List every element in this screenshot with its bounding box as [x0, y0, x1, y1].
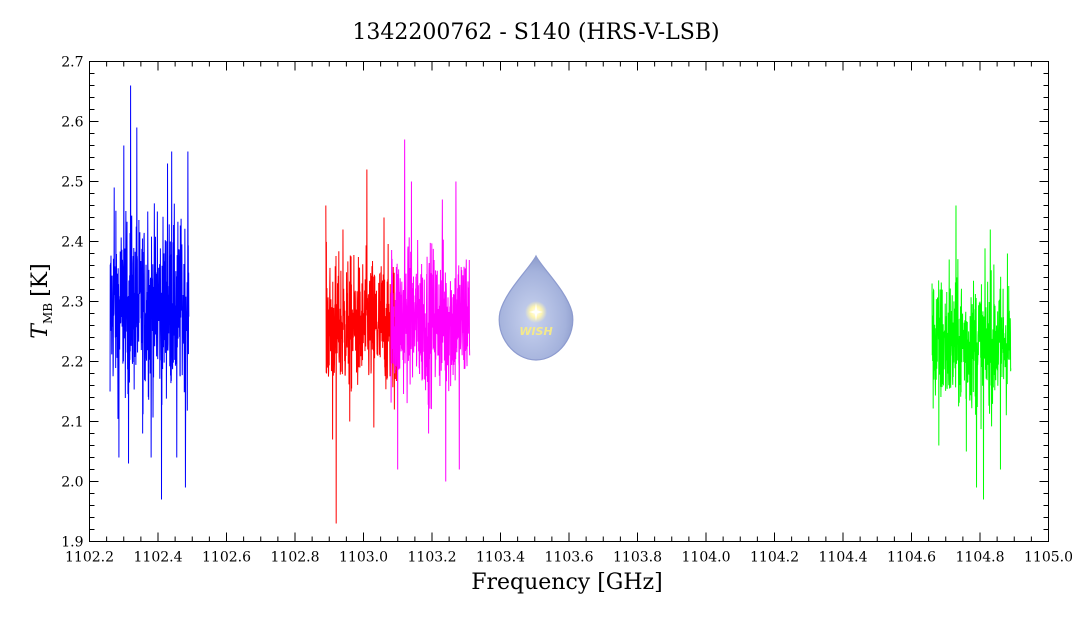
x-tick-label: 1102.4 — [134, 550, 183, 566]
y-axis-label-subscript: MB — [41, 303, 55, 324]
y-tick-label: 2.0 — [61, 475, 83, 491]
spectrum-series-2 — [325, 169, 399, 524]
plot-frame — [89, 61, 1049, 542]
x-tick-label: 1104.2 — [750, 550, 799, 566]
x-tick-label: 1103.2 — [408, 550, 457, 566]
x-tick-label: 1102.6 — [202, 550, 251, 566]
spectrum-series-4 — [931, 205, 1012, 500]
y-tick-label: 2.5 — [61, 175, 83, 191]
y-tick-label: 2.3 — [61, 295, 83, 311]
x-tick-label: 1104.8 — [956, 550, 1005, 566]
y-tick-label: 2.6 — [61, 115, 83, 131]
y-tick-label: 2.4 — [61, 235, 83, 251]
y-tick-label: 2.7 — [61, 55, 83, 71]
wish-logo: WISH — [498, 254, 574, 361]
y-tick-label: 2.2 — [61, 355, 83, 371]
x-tick-label: 1104.0 — [682, 550, 731, 566]
x-tick-label: 1105.0 — [1024, 550, 1072, 566]
plot-area — [109, 85, 1012, 524]
logo-label: WISH — [519, 325, 552, 338]
spectrum-series-3 — [390, 139, 471, 482]
x-axis-label: Frequency [GHz] — [471, 570, 663, 595]
y-axis-label-unit: [K] — [28, 263, 53, 297]
x-tick-label: 1103.8 — [613, 550, 662, 566]
x-tick-label: 1103.4 — [476, 550, 525, 566]
x-tick-label: 1102.2 — [65, 550, 114, 566]
x-tick-label: 1103.6 — [545, 550, 594, 566]
x-tick-label: 1103.0 — [339, 550, 388, 566]
x-tick-label: 1104.6 — [887, 550, 936, 566]
x-tick-label: 1104.4 — [819, 550, 868, 566]
spectrum-series-1 — [109, 85, 190, 500]
y-tick-label: 1.9 — [61, 535, 83, 551]
y-axis-label-symbol: T — [28, 322, 53, 339]
y-axis-label: TMB [K] — [28, 263, 55, 338]
x-tick-label: 1102.8 — [271, 550, 320, 566]
y-tick-label: 2.1 — [61, 415, 83, 431]
chart-title: 1342200762 - S140 (HRS-V-LSB) — [352, 20, 719, 45]
star-icon — [529, 303, 543, 321]
axis-ticks: 1102.2 1102.4 1102.6 1102.8 1103.0 1103.2 1103… — [61, 55, 1072, 566]
